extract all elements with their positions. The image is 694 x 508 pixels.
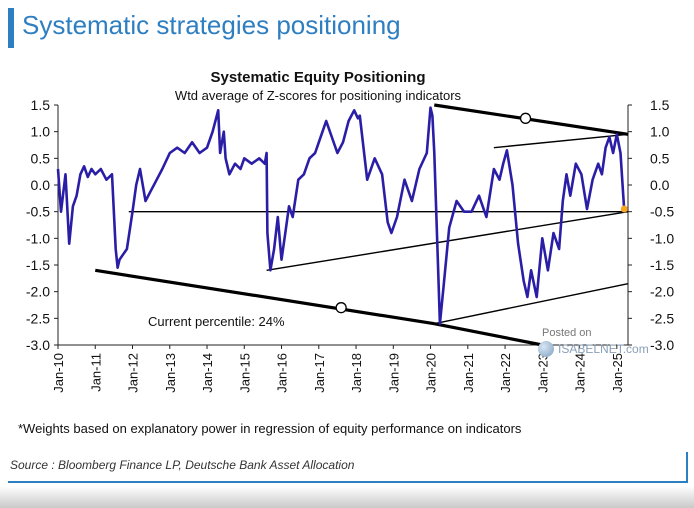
y-tick-label-right: 1.5 [650, 97, 670, 113]
y-tick-label-right: -0.5 [650, 204, 674, 220]
markers [335, 112, 628, 314]
globe-icon [538, 341, 554, 357]
y-tick-label-left: -0.5 [26, 204, 50, 220]
percentile-annotation: Current percentile: 24% [148, 314, 285, 329]
bottom-shadow [0, 486, 694, 508]
current-value-marker [620, 205, 628, 213]
frame-rule-bottom [8, 481, 688, 483]
trendline-marker [335, 302, 347, 314]
chart-title: Systematic Equity Positioning [210, 69, 425, 86]
axes: 1.5 1.5 1.0 1.0 0.5 0.5 0.0 0.0 -0.5 -0.5 -1.0 -1.0… [26, 97, 674, 393]
y-tick-label-right: -1.5 [650, 257, 674, 273]
x-tick-label: Jan-25 [610, 353, 625, 393]
watermark-posted: Posted on [542, 327, 592, 339]
trendline [95, 268, 435, 326]
y-tick-label-left: -2.5 [26, 310, 50, 326]
trendline-marker [519, 112, 532, 124]
series [56, 106, 626, 326]
x-tick-label: Jan-23 [535, 353, 550, 393]
y-tick-label-left: 0.5 [31, 150, 51, 166]
y-tick-label-right: 0.0 [650, 177, 670, 193]
positioning-series-line [56, 106, 626, 326]
x-tick-label: Jan-14 [200, 353, 215, 393]
x-tick-label: Jan-11 [88, 353, 103, 392]
watermark: Posted on ISABELNET.com [536, 327, 666, 361]
x-tick-label: Jan-20 [424, 353, 439, 393]
y-tick-label-right: 0.5 [650, 150, 670, 166]
y-tick-label-right: 1.0 [650, 124, 670, 140]
y-tick-label-left: 1.5 [31, 97, 51, 113]
trendline [433, 322, 543, 347]
frame-rule-right [686, 452, 688, 482]
y-tick-label-right: -1.0 [650, 230, 674, 246]
page-title: Systematic strategies positioning [22, 10, 401, 40]
trendline [434, 282, 629, 325]
x-tick-label: Jan-18 [349, 353, 364, 393]
x-tick-label: Jan-21 [461, 353, 476, 393]
y-tick-label-left: -1.0 [26, 230, 50, 246]
header-accent-bar [8, 8, 14, 48]
y-tick-label-left: -2.0 [26, 284, 50, 300]
trendline [434, 103, 629, 136]
chart-subtitle: Wtd average of Z-scores for positioning … [175, 88, 462, 103]
y-tick-label-right: -2.0 [650, 284, 674, 300]
y-tick-label-left: -1.5 [26, 257, 50, 273]
y-tick-label-right: -2.5 [650, 310, 674, 326]
source-note: Source : Bloomberg Finance LP, Deutsche … [10, 458, 355, 472]
y-tick-label-left: -3.0 [26, 337, 50, 353]
x-tick-label: Jan-10 [51, 353, 66, 393]
watermark-brand: ISABELNET.com [558, 342, 649, 356]
positioning-chart: Systematic Equity Positioning Wtd averag… [26, 69, 674, 393]
x-tick-label: Jan-19 [386, 353, 401, 393]
x-tick-label: Jan-12 [126, 353, 141, 393]
x-tick-label: Jan-16 [275, 353, 290, 393]
y-tick-label-left: 0.0 [31, 177, 51, 193]
x-tick-label: Jan-13 [163, 353, 178, 393]
footnote: *Weights based on explanatory power in r… [18, 421, 522, 436]
trendline [493, 133, 629, 149]
y-tick-label-left: 1.0 [31, 124, 51, 140]
x-tick-label: Jan-15 [237, 353, 252, 393]
y-tick-label-right: -3.0 [650, 337, 674, 353]
x-tick-label: Jan-17 [312, 353, 327, 393]
x-tick-label: Jan-24 [573, 353, 588, 393]
x-tick-label: Jan-22 [498, 353, 513, 393]
